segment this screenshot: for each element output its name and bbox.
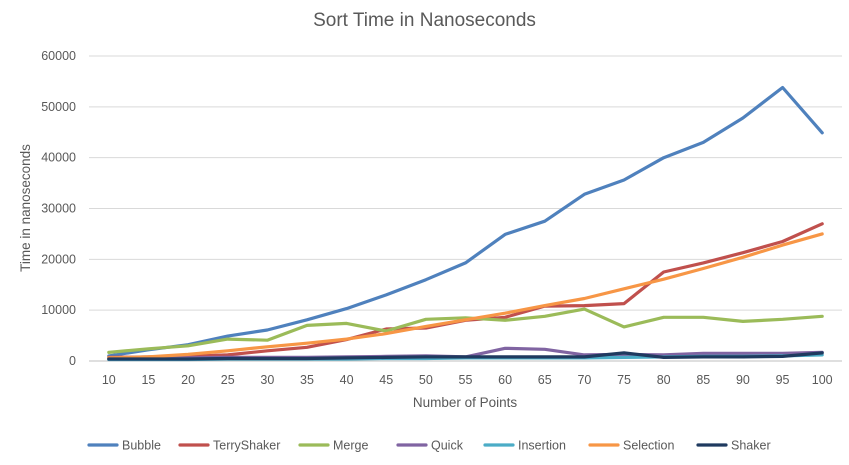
x-tick-label: 85 bbox=[696, 373, 710, 387]
chart-title: Sort Time in Nanoseconds bbox=[313, 10, 536, 31]
legend-item-selection: Selection bbox=[588, 439, 674, 453]
x-tick-label: 75 bbox=[617, 373, 631, 387]
series-line-bubble bbox=[107, 85, 824, 358]
x-tick-label: 100 bbox=[812, 373, 833, 387]
x-tick-label: 10 bbox=[102, 373, 116, 387]
x-tick-label: 45 bbox=[379, 373, 393, 387]
series-lines bbox=[107, 85, 824, 362]
y-tick-label: 30000 bbox=[41, 202, 76, 216]
x-tick-label: 15 bbox=[141, 373, 155, 387]
legend-item-quick: Quick bbox=[396, 439, 464, 453]
x-tick-label: 50 bbox=[419, 373, 433, 387]
x-tick-label: 55 bbox=[459, 373, 473, 387]
x-axis-label: Number of Points bbox=[413, 395, 518, 410]
y-tick-label: 0 bbox=[69, 354, 76, 368]
x-tick-label: 70 bbox=[577, 373, 591, 387]
y-tick-label: 40000 bbox=[41, 151, 76, 165]
x-tick-label: 60 bbox=[498, 373, 512, 387]
y-axis-label: Time in nanoseconds bbox=[18, 144, 33, 272]
series-line-shaker bbox=[107, 351, 824, 361]
gridlines bbox=[89, 55, 842, 362]
legend-label: Insertion bbox=[518, 439, 566, 453]
x-tick-label: 65 bbox=[538, 373, 552, 387]
legend-item-bubble: Bubble bbox=[87, 439, 161, 453]
x-tick-label: 20 bbox=[181, 373, 195, 387]
y-tick-label: 60000 bbox=[41, 49, 76, 63]
x-tick-label: 35 bbox=[300, 373, 314, 387]
series-line-selection bbox=[107, 232, 824, 360]
legend-item-terryshaker: TerryShaker bbox=[178, 439, 280, 453]
y-tick-label: 20000 bbox=[41, 252, 76, 266]
series-line-merge bbox=[107, 307, 824, 354]
legend-item-merge: Merge bbox=[298, 439, 368, 453]
legend-item-insertion: Insertion bbox=[483, 439, 566, 453]
y-tick-label: 50000 bbox=[41, 100, 76, 114]
legend: Bubble TerryShaker Merge Quick Insertion Sele… bbox=[87, 439, 771, 453]
legend-label: Merge bbox=[333, 439, 368, 453]
legend-item-shaker: Shaker bbox=[696, 439, 771, 453]
x-tick-label: 95 bbox=[776, 373, 790, 387]
y-axis-ticks: 0 10000 20000 30000 40000 50000 60000 bbox=[41, 49, 76, 368]
y-tick-label: 10000 bbox=[41, 303, 76, 317]
legend-label: TerryShaker bbox=[213, 439, 280, 453]
legend-label: Selection bbox=[623, 439, 674, 453]
x-tick-label: 80 bbox=[657, 373, 671, 387]
x-tick-label: 40 bbox=[340, 373, 354, 387]
x-axis-ticks: 10 15 20 25 30 35 40 45 50 55 60 65 70 75 80 85 90 95 100 bbox=[102, 373, 833, 387]
legend-label: Quick bbox=[431, 439, 464, 453]
x-tick-label: 90 bbox=[736, 373, 750, 387]
x-tick-label: 25 bbox=[221, 373, 235, 387]
legend-label: Bubble bbox=[122, 439, 161, 453]
x-tick-label: 30 bbox=[260, 373, 274, 387]
legend-label: Shaker bbox=[731, 439, 771, 453]
